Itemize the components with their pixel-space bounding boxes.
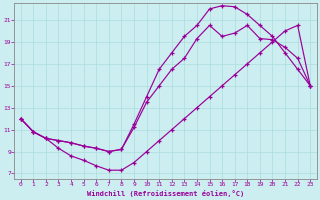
X-axis label: Windchill (Refroidissement éolien,°C): Windchill (Refroidissement éolien,°C) <box>87 190 244 197</box>
